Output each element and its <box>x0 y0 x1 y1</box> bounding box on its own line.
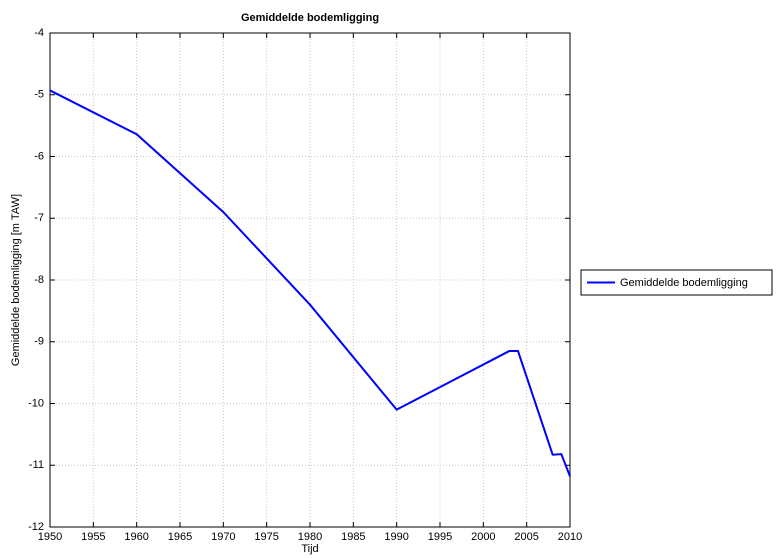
x-axis-label: Tijd <box>301 543 318 555</box>
data-line <box>49 89 571 477</box>
y-tick-label: -11 <box>29 459 44 471</box>
x-tick-label: 1955 <box>81 531 105 543</box>
x-tick-label: 1950 <box>38 531 62 543</box>
y-tick-label: -4 <box>34 27 44 39</box>
x-tick-label: 1995 <box>428 531 452 543</box>
x-tick-label: 1960 <box>124 531 148 543</box>
y-tick-label: -9 <box>34 336 44 348</box>
chart-title: Gemiddelde bodemligging <box>241 12 379 24</box>
x-tick-label: 2005 <box>514 531 538 543</box>
x-tick-label: 2010 <box>558 531 582 543</box>
y-tick-label: -5 <box>34 89 44 101</box>
x-tick-label: 2000 <box>471 531 495 543</box>
x-tick-label: 1980 <box>298 531 322 543</box>
y-tick-label: -7 <box>34 212 44 224</box>
y-tick-label: -8 <box>34 274 44 286</box>
x-tick-label: 1965 <box>168 531 192 543</box>
y-tick-label: -10 <box>28 397 44 409</box>
y-axis-label: Gemiddelde bodemligging [m TAW] <box>10 194 22 366</box>
legend-label: Gemiddelde bodemligging <box>620 277 748 289</box>
x-tick-label: 1985 <box>341 531 365 543</box>
y-tick-label: -12 <box>28 521 44 533</box>
x-tick-label: 1970 <box>211 531 235 543</box>
y-tick-label: -6 <box>34 150 44 162</box>
x-tick-label: 1990 <box>384 531 408 543</box>
x-tick-label: 1975 <box>254 531 278 543</box>
plot-frame <box>49 32 571 528</box>
